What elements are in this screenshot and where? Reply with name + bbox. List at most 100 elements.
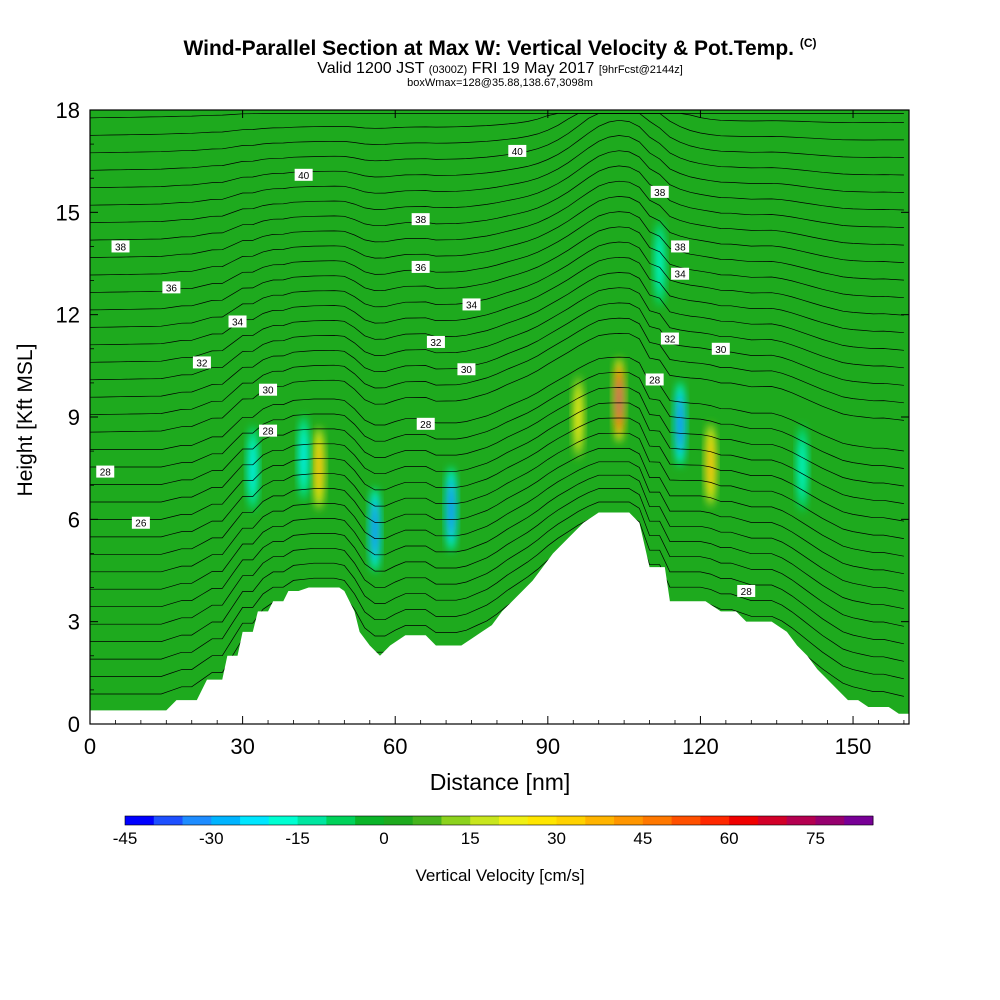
velocity-cell xyxy=(612,355,626,444)
colorbar-swatch xyxy=(182,816,212,825)
contour-label-box xyxy=(96,465,115,478)
theta-contour-line xyxy=(90,196,904,276)
y-tick-label: 6 xyxy=(68,507,80,532)
contour-label-box xyxy=(737,584,756,597)
theta-contour-line xyxy=(90,333,904,433)
theta-contour-line xyxy=(90,256,904,346)
colorbar-swatch xyxy=(268,816,299,825)
x-tick-label: 30 xyxy=(230,734,254,759)
contour-label-text: 36 xyxy=(166,283,178,294)
contour-label-text: 32 xyxy=(430,338,442,349)
contour-label-text: 30 xyxy=(262,386,274,397)
velocity-cell xyxy=(571,373,585,461)
contour-label-text: 28 xyxy=(262,427,274,438)
contour-label-text: 36 xyxy=(415,263,427,274)
theta-contour-line xyxy=(90,113,904,136)
theta-contour-line xyxy=(90,226,904,311)
contour-label: 40 xyxy=(508,144,527,158)
y-tick-label: 12 xyxy=(56,303,80,328)
contour-label: 38 xyxy=(411,213,430,226)
contour-label-box xyxy=(671,240,690,253)
terrain-mask xyxy=(90,512,909,724)
theta-contour-line xyxy=(90,272,904,363)
contour-label: 28 xyxy=(645,373,664,386)
contour-label-box xyxy=(259,383,278,396)
contour-label: 28 xyxy=(96,465,115,479)
contour-label-box xyxy=(426,335,445,348)
theta-contour-line xyxy=(90,113,904,171)
theta-contour-line xyxy=(90,448,904,557)
colorbar-tick-label: -30 xyxy=(199,829,224,848)
x-tick-label: 150 xyxy=(835,734,872,759)
colorbar-swatch xyxy=(527,816,558,825)
contour-label: 34 xyxy=(462,298,481,311)
theta-contour-line xyxy=(90,514,904,645)
contour-label: 38 xyxy=(111,240,130,253)
velocity-band xyxy=(302,435,306,480)
theta-contour-line xyxy=(90,488,904,610)
contour-label-text: 32 xyxy=(664,335,676,346)
plot-area: 40 40 38 38 38 38 36 36 34 34 34 32 32 32 30 30 30 28 28 28… xyxy=(89,109,910,725)
colorbar-swatch xyxy=(642,816,673,825)
contour-label-box xyxy=(411,213,430,226)
contour-label-box xyxy=(162,281,181,294)
velocity-cell xyxy=(673,379,687,468)
velocity-cell xyxy=(795,424,809,513)
contour-label-box xyxy=(711,342,730,355)
colorbar-tick-label: 45 xyxy=(633,829,652,848)
x-tick-label: 90 xyxy=(536,734,560,759)
x-tick-label: 60 xyxy=(383,734,407,759)
contour-label-box xyxy=(457,363,476,376)
theta-contour-line xyxy=(90,528,904,662)
y-tick-label: 18 xyxy=(56,98,80,123)
contour-label-text: 26 xyxy=(135,519,147,530)
chart-info-line: boxWmax=128@35.88,138.67,3098m xyxy=(407,77,593,89)
colorbar-swatch xyxy=(815,816,845,825)
contour-label: 32 xyxy=(660,332,679,346)
theta-contour-line xyxy=(90,150,904,223)
contour-label-box xyxy=(462,298,481,311)
colorbar-swatch xyxy=(556,816,586,825)
contour-label-text: 34 xyxy=(232,317,244,328)
velocity-band xyxy=(709,449,712,481)
colorbar-swatch xyxy=(297,816,327,825)
theta-contour-line xyxy=(90,371,904,469)
velocity-cell xyxy=(704,420,718,509)
contour-label-box xyxy=(660,332,679,345)
colorbar-swatch xyxy=(671,816,701,825)
contour-label-text: 40 xyxy=(298,171,310,182)
contour-label-box xyxy=(645,373,664,386)
contour-label-text: 40 xyxy=(512,147,524,158)
colorbar-swatch xyxy=(412,816,442,825)
theta-contour-line xyxy=(90,417,904,522)
colorbar-tick-label: 30 xyxy=(547,829,566,848)
contour-label-box xyxy=(650,185,669,198)
colorbar-swatch xyxy=(240,816,270,825)
colorbar-swatch xyxy=(153,816,184,825)
colorbar-swatch xyxy=(441,816,471,825)
theta-contour-line xyxy=(90,402,904,504)
contour-label-box xyxy=(416,417,435,430)
velocity-cell xyxy=(444,465,458,554)
colorbar: -45 -30 -15 0 15 30 45 60 75 xyxy=(113,815,874,848)
y-axis-label: Height [Kft MSL] xyxy=(14,344,37,497)
contour-label-text: 34 xyxy=(675,270,687,281)
contour-label: 30 xyxy=(711,342,730,356)
colorbar-swatch xyxy=(729,816,759,825)
colorbar-frame xyxy=(124,815,874,826)
contour-label-box xyxy=(228,315,247,328)
contour-label: 40 xyxy=(294,168,313,182)
colorbar-swatch xyxy=(757,816,788,825)
theta-contour-line xyxy=(90,113,904,154)
colorbar-swatch xyxy=(125,816,155,825)
theta-contour-line xyxy=(90,241,904,328)
theta-contour-line xyxy=(90,501,904,627)
velocity-band xyxy=(679,408,681,440)
theta-contour-line xyxy=(90,180,904,258)
colorbar-tick-label: 75 xyxy=(806,829,825,848)
contour-label-box xyxy=(294,168,313,181)
velocity-band xyxy=(450,493,452,525)
colorbar-swatch xyxy=(326,816,356,825)
contour-label-box xyxy=(259,424,278,437)
